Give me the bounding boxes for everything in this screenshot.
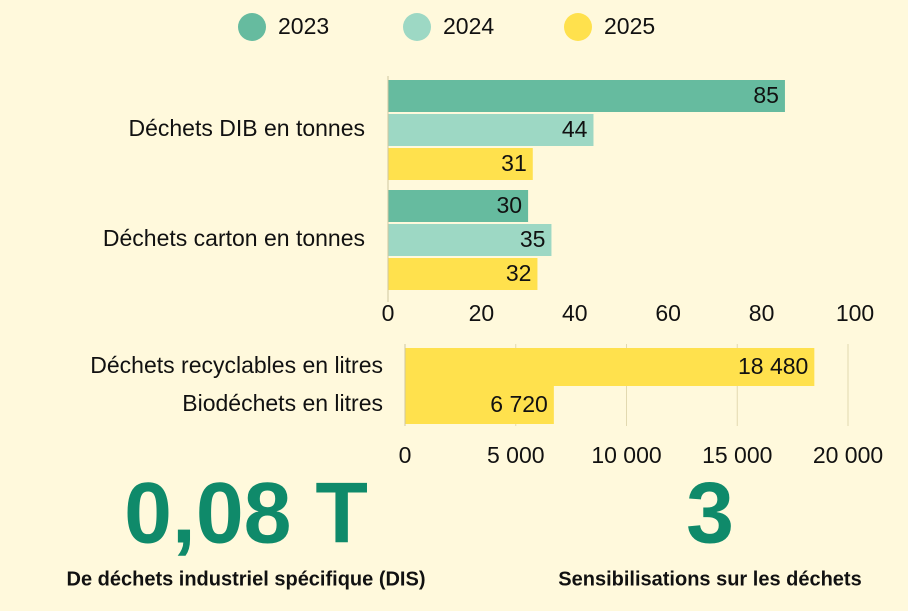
data-label: 32: [506, 260, 532, 286]
bar: [388, 258, 538, 290]
bar: [388, 80, 785, 112]
bar: [405, 386, 554, 424]
bar: [388, 224, 552, 256]
bar: [388, 114, 594, 146]
x-tick-label: 20 000: [813, 442, 883, 468]
kpi-value: 0,08 T: [124, 466, 368, 562]
data-label: 30: [497, 192, 523, 218]
legend-label: 2025: [604, 13, 655, 39]
x-tick-label: 20: [469, 300, 495, 326]
category-label: Biodéchets en litres: [182, 390, 383, 416]
x-tick-label: 5 000: [487, 442, 545, 468]
x-tick-label: 10 000: [591, 442, 661, 468]
legend-label: 2024: [443, 13, 494, 39]
x-tick-label: 15 000: [702, 442, 772, 468]
legend-swatch: [403, 13, 431, 41]
kpi-label: De déchets industriel spécifique (DIS): [67, 568, 426, 590]
data-label: 31: [501, 150, 527, 176]
bar: [405, 348, 815, 386]
data-label: 44: [562, 116, 588, 142]
data-label: 18 480: [738, 353, 808, 379]
data-label: 85: [753, 82, 779, 108]
legend-label: 2023: [278, 13, 329, 39]
x-tick-label: 0: [382, 300, 395, 326]
kpi-value: 3: [686, 466, 734, 562]
x-tick-label: 0: [399, 442, 412, 468]
data-label: 6 720: [490, 391, 548, 417]
x-tick-label: 60: [655, 300, 681, 326]
legend-swatch: [238, 13, 266, 41]
category-label: Déchets recyclables en litres: [90, 352, 383, 378]
kpi-label: Sensibilisations sur les déchets: [558, 568, 861, 590]
x-tick-label: 100: [836, 300, 874, 326]
x-tick-label: 40: [562, 300, 588, 326]
category-label: Déchets DIB en tonnes: [128, 115, 365, 141]
category-label: Déchets carton en tonnes: [103, 225, 365, 251]
bar: [388, 148, 533, 180]
data-label: 35: [520, 226, 546, 252]
x-tick-label: 80: [749, 300, 775, 326]
bar: [388, 190, 529, 222]
legend-swatch: [564, 13, 592, 41]
